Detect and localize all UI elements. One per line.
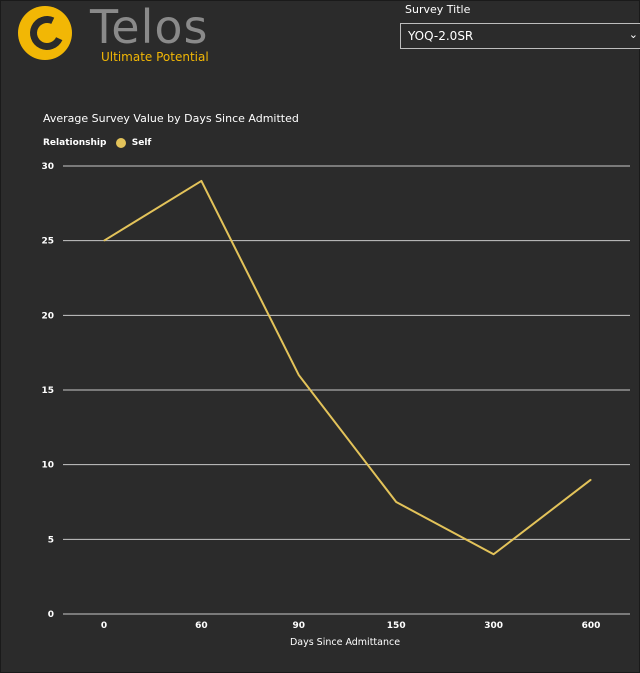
x-tick-label: 0	[101, 621, 107, 631]
logo-mark-icon	[18, 6, 72, 60]
y-tick-label: 30	[41, 162, 54, 172]
logo-wordmark: Telos	[90, 0, 209, 54]
logo-tagline: Ultimate Potential	[101, 50, 209, 64]
data-point	[298, 374, 300, 376]
y-tick-label: 20	[41, 311, 54, 321]
legend-swatch	[115, 138, 126, 148]
chevron-down-icon[interactable]: ⌄	[628, 28, 638, 41]
dropdown-selected-value: YOQ-2.0SR	[408, 29, 474, 43]
data-point	[200, 180, 202, 182]
slicer-title: Survey Title	[405, 3, 471, 16]
series-line-self	[103, 179, 592, 556]
chart-legend: Relationship Self	[43, 138, 151, 149]
x-tick-label: 600	[582, 621, 601, 631]
x-tick-label: 90	[293, 621, 306, 631]
legend-item-label[interactable]: Self	[131, 138, 152, 148]
data-point	[493, 553, 495, 555]
x-tick-label: 60	[195, 621, 208, 631]
x-tick-label: 150	[387, 621, 406, 631]
data-point	[103, 240, 105, 242]
telos-logo: Telos Ultimate Potential	[14, 0, 244, 68]
x-axis-label: Days Since Admittance	[289, 637, 401, 648]
legend-title: Relationship	[43, 138, 107, 148]
y-tick-label: 10	[41, 461, 54, 471]
survey-title-dropdown[interactable]: YOQ-2.0SR ⌄	[400, 23, 640, 49]
chart-title: Average Survey Value by Days Since Admit…	[43, 112, 299, 125]
y-tick-label: 25	[41, 237, 54, 247]
y-tick-label: 0	[48, 610, 54, 620]
y-tick-label: 15	[41, 386, 54, 396]
data-point	[590, 479, 592, 481]
y-tick-label: 5	[48, 535, 54, 545]
x-tick-label: 300	[484, 621, 503, 631]
data-point	[395, 501, 397, 503]
